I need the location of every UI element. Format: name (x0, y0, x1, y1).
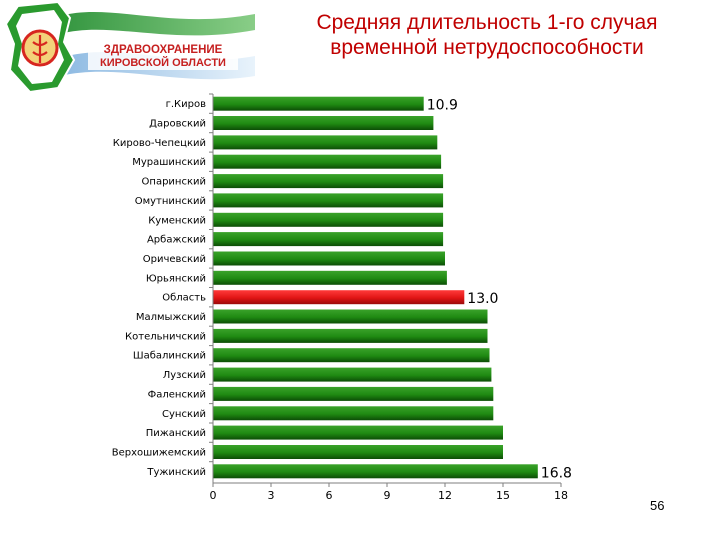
category-label: Область (162, 293, 206, 304)
bar (213, 232, 444, 247)
category-label: Пижанский (146, 428, 206, 439)
slide-title: Средняя длительность 1-го случая временн… (262, 10, 712, 60)
bar-chart: г.Киров Даровский Кирово-Чепецкий Мурашинск… (112, 93, 572, 502)
category-label: г.Киров (166, 99, 206, 110)
bar (213, 309, 488, 324)
x-tick-label: 9 (384, 489, 391, 502)
bar (213, 154, 442, 169)
category-label: Фаленский (148, 389, 206, 400)
data-label: 10.9 (427, 98, 458, 114)
bar (213, 406, 494, 421)
category-label: Опаринский (142, 177, 206, 188)
bar-highlight (213, 290, 465, 305)
category-label: Верхошижемский (112, 448, 206, 459)
data-label: 16.8 (541, 465, 572, 481)
x-tick-label: 3 (268, 489, 275, 502)
bar (213, 116, 434, 130)
bar (213, 425, 503, 440)
logo: ЗДРАВООХРАНЕНИЕ КИРОВСКОЙ ОБЛАСТИ (4, 0, 255, 94)
x-tick-label: 18 (554, 489, 568, 502)
category-label: Котельничский (125, 331, 206, 342)
category-labels: г.Киров Даровский Кирово-Чепецкий Мурашинск… (112, 99, 206, 478)
title-line-2: временной нетрудоспособности (330, 36, 644, 59)
category-label: Омутнинский (135, 196, 206, 207)
bar (213, 212, 444, 227)
category-label: Юрьянский (146, 273, 206, 284)
bar (213, 386, 494, 401)
data-label: 13.0 (467, 291, 498, 307)
bar (213, 96, 424, 111)
title-line-1: Средняя длительность 1-го случая (316, 11, 658, 34)
x-tick-label: 15 (496, 489, 510, 502)
category-label: Арбажский (147, 235, 206, 246)
emblem-icon (21, 29, 59, 67)
x-tick-label: 6 (326, 489, 333, 502)
bar (213, 348, 490, 363)
bar (213, 445, 503, 459)
bar (213, 251, 445, 266)
x-tick-label: 0 (210, 489, 217, 502)
category-label: Куменский (148, 215, 206, 226)
logo-line2: КИРОВСКОЙ ОБЛАСТИ (100, 56, 226, 69)
category-label: Шабалинский (133, 351, 206, 362)
x-tick-label: 12 (438, 489, 452, 502)
bars-layer (213, 96, 538, 479)
x-axis: 0 3 6 9 12 15 18 (209, 93, 568, 502)
logo-line1: ЗДРАВООХРАНЕНИЕ (104, 44, 223, 56)
category-label: Даровский (149, 119, 206, 130)
category-label: Оричевский (143, 254, 206, 265)
category-label: Малмыжский (136, 312, 206, 323)
bar (213, 193, 444, 208)
bar (213, 270, 447, 285)
page-number: 56 (650, 498, 665, 513)
category-label: Сунский (162, 409, 206, 420)
category-label: Лузский (163, 370, 206, 381)
bar (213, 367, 492, 382)
bar (213, 174, 444, 189)
data-labels: 10.9 13.0 16.8 (427, 98, 572, 482)
category-label: Кирово-Чепецкий (113, 138, 206, 149)
bar (213, 464, 538, 479)
category-label: Тужинский (146, 467, 206, 478)
bar (213, 135, 438, 150)
category-label: Мурашинский (132, 157, 206, 168)
bar (213, 328, 488, 343)
